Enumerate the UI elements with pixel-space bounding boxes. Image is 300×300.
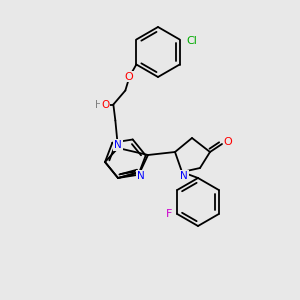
Text: N: N xyxy=(114,140,122,150)
Text: N: N xyxy=(137,171,145,181)
Text: Cl: Cl xyxy=(186,37,197,46)
Text: F: F xyxy=(166,209,172,219)
Text: O: O xyxy=(224,137,232,147)
Text: O: O xyxy=(124,71,133,82)
Text: N: N xyxy=(180,171,188,181)
Text: H: H xyxy=(95,100,103,110)
Text: O: O xyxy=(101,100,110,110)
